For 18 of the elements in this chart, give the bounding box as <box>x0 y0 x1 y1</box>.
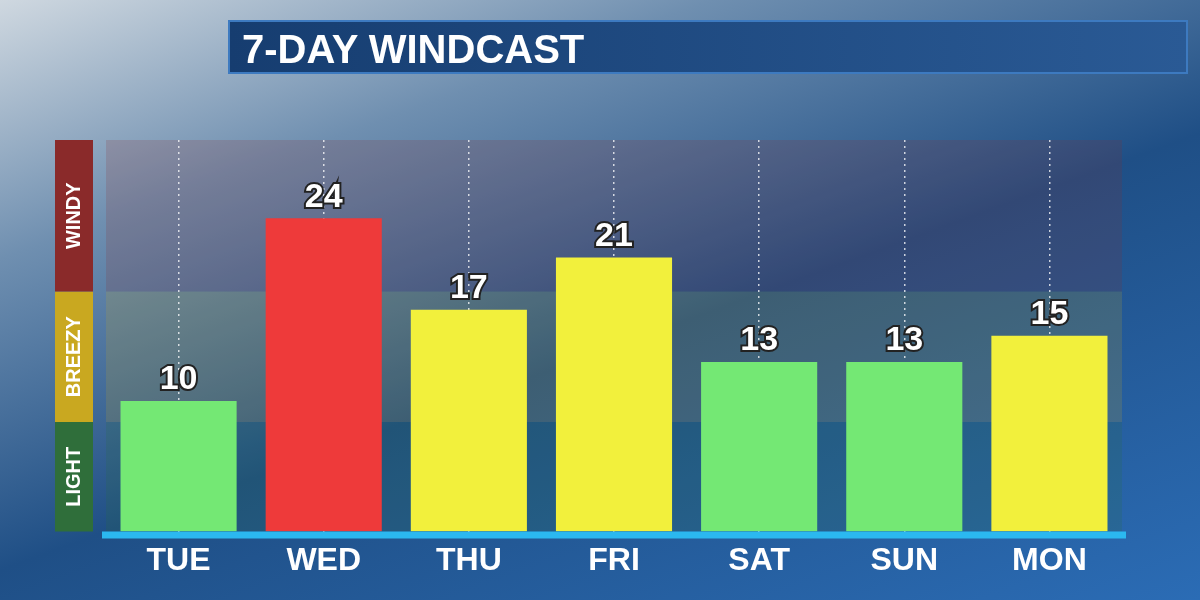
data-label: 10 <box>159 358 198 397</box>
data-label: 24 <box>304 175 343 214</box>
x-tick-label: SUN <box>870 540 939 577</box>
x-tick-label: SAT <box>728 540 791 577</box>
data-label: 21 <box>595 214 633 253</box>
band-label: LIGHT <box>61 446 84 507</box>
x-tick-label: FRI <box>588 540 640 577</box>
x-tick-label: MON <box>1012 540 1087 577</box>
data-label: 17 <box>449 267 488 306</box>
chart-title: 7-DAY WINDCAST <box>228 20 1188 74</box>
x-tick-label: THU <box>435 540 502 577</box>
data-label: 15 <box>1030 293 1069 332</box>
band-label: WINDY <box>61 181 84 250</box>
band-label: BREEZY <box>61 315 84 398</box>
x-tick-label: WED <box>286 540 362 577</box>
data-label: 13 <box>885 319 924 358</box>
data-label: 13 <box>740 319 779 358</box>
x-tick-label: TUE <box>146 540 211 577</box>
